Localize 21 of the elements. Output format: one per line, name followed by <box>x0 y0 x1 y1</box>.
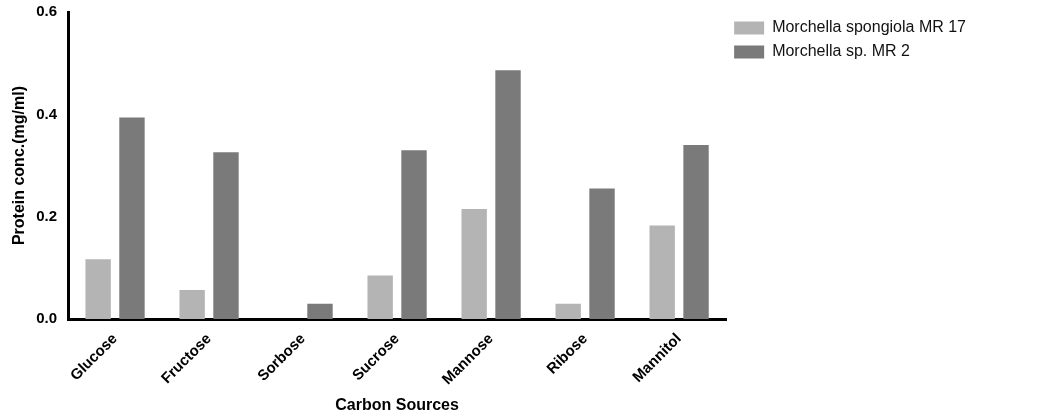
bar <box>683 145 709 320</box>
y-tick-label: 0.2 <box>36 206 58 224</box>
bar <box>589 188 615 320</box>
y-axis-title: Protein conc.(mg/ml) <box>10 85 28 246</box>
bar <box>401 150 427 320</box>
legend-label: Morchella spongiola MR 17 <box>772 18 967 36</box>
bar <box>119 117 145 320</box>
bar <box>213 152 239 320</box>
bar <box>461 209 487 320</box>
bar <box>495 70 521 320</box>
bar <box>85 259 111 320</box>
y-tick-label: 0.0 <box>36 309 58 327</box>
bar <box>649 225 675 320</box>
bar <box>367 275 393 320</box>
y-tick-label: 0.4 <box>36 104 58 122</box>
bar <box>179 289 205 320</box>
y-tick-label: 0.6 <box>36 2 58 20</box>
bar <box>555 303 581 320</box>
x-axis-title: Carbon Sources <box>335 395 459 413</box>
legend-label: Morchella sp. MR 2 <box>772 42 911 60</box>
bar <box>307 303 333 320</box>
